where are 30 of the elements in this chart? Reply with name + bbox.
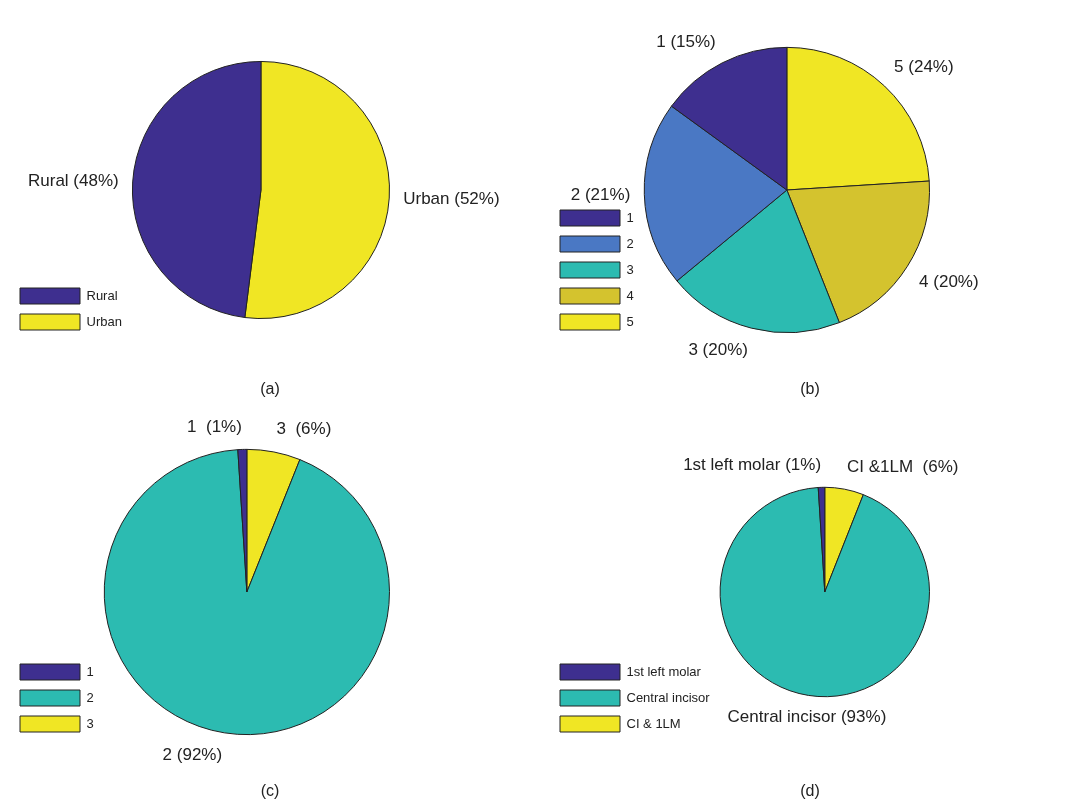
data-label: 4 (20%) (919, 272, 979, 292)
legend-label: Rural (86, 287, 118, 303)
text: (a) (259, 380, 281, 398)
legend-label: 2 (86, 689, 94, 705)
legend-label: 1 (626, 209, 634, 225)
data-label: 1 (1%) (187, 416, 242, 436)
legend-label: 2 (626, 235, 634, 251)
data-label: 5 (24%) (894, 57, 954, 77)
legend-label: 1st left molar (626, 663, 702, 679)
data-label: Urban (52%) (403, 188, 500, 208)
legend-label: 1 (86, 663, 94, 679)
legend-label: 3 (626, 261, 634, 277)
text: (d) (799, 782, 821, 800)
data-label: Rural (48%) (27, 170, 119, 190)
legend-label: 4 (626, 287, 634, 303)
data-label: CI &1LM (6%) (847, 456, 959, 476)
legend-label: 5 (626, 313, 634, 329)
data-label: 3 (20%) (688, 339, 748, 359)
legend-label: 3 (86, 715, 94, 731)
data-label: Central incisor (93%) (727, 707, 887, 727)
legend-label: Urban (86, 313, 122, 329)
legend-label: CI & 1LM (626, 715, 681, 731)
legend-label: Central incisor (626, 689, 711, 705)
text: (b) (799, 380, 821, 398)
text: (c) (259, 782, 281, 800)
data-label: 1 (15%) (656, 31, 716, 51)
data-label: 2 (92%) (162, 744, 223, 764)
data-label: 2 (21%) (570, 184, 631, 204)
data-label: 1st left molar (1%) (683, 454, 822, 474)
data-label: 3 (6%) (276, 419, 332, 439)
